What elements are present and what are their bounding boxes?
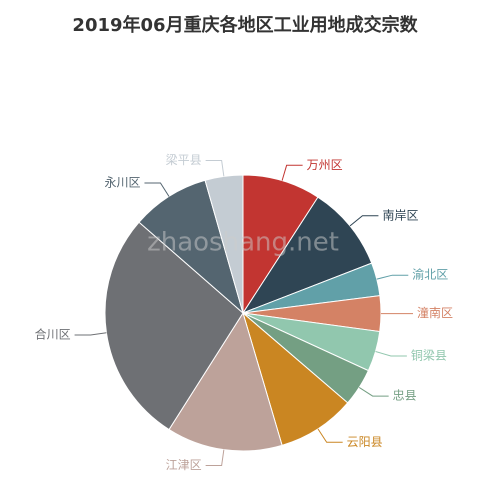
pie-slice bbox=[242, 311, 349, 446]
leader-line bbox=[74, 332, 107, 336]
pie-slice bbox=[168, 311, 283, 452]
pie-slice bbox=[242, 174, 319, 315]
slice-label: 万州区 bbox=[307, 158, 343, 172]
leader-line bbox=[205, 449, 225, 467]
slice-label: 南岸区 bbox=[382, 207, 418, 222]
slice-label: 梁平县 bbox=[166, 152, 202, 167]
pie-slice bbox=[104, 221, 244, 431]
leader-line bbox=[376, 274, 409, 280]
leader-line bbox=[349, 215, 379, 227]
pie-slice bbox=[138, 179, 244, 315]
watermark: zhaoshang.net bbox=[147, 228, 339, 258]
leader-line bbox=[205, 159, 225, 177]
slice-label: 忠县 bbox=[393, 389, 417, 403]
slice-label: 江津区 bbox=[166, 458, 202, 472]
pie-slice bbox=[241, 196, 373, 315]
leader-line bbox=[375, 351, 407, 357]
leader-line bbox=[358, 387, 389, 397]
slice-label: 潼南区 bbox=[417, 305, 453, 320]
slice-label: 合川区 bbox=[35, 327, 71, 342]
slice-label: 云阳县 bbox=[347, 435, 383, 449]
leader-line bbox=[144, 182, 170, 197]
slice-label: 永川区 bbox=[104, 175, 140, 189]
chart-title: 2019年06月重庆各地区工业用地成交宗数 bbox=[72, 14, 418, 36]
leader-line bbox=[317, 428, 343, 443]
slice-label: 渝北区 bbox=[412, 267, 448, 282]
leader-line bbox=[281, 164, 303, 181]
slice-label: 铜梁县 bbox=[411, 347, 447, 362]
